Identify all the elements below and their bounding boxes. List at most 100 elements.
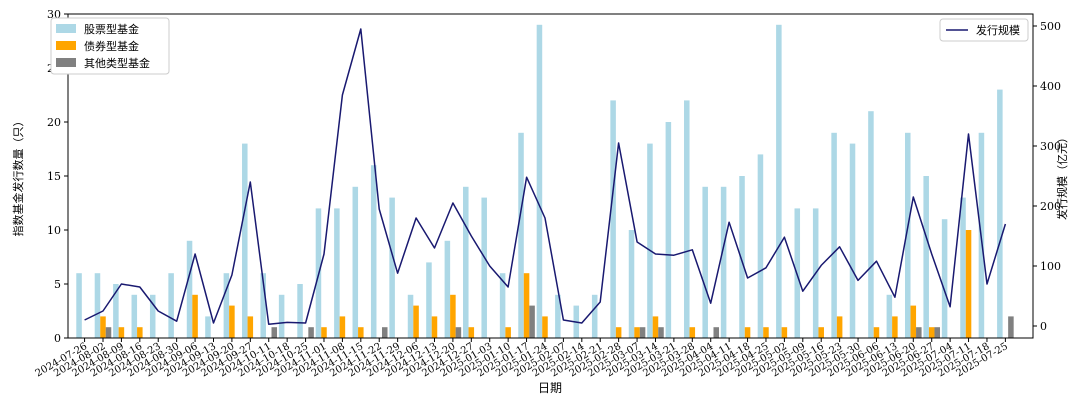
bar-bond-2025-03-07 <box>634 327 640 338</box>
legend-swatch-bond <box>56 41 76 50</box>
bar-other-2024-12-20 <box>455 327 462 338</box>
bar-other-2025-01-17 <box>529 305 535 338</box>
y-axis-label-right: 发行规模（亿元） <box>1055 132 1069 220</box>
bar-stock-2025-07-11 <box>960 197 966 338</box>
bar-stock-2025-03-07 <box>628 230 635 338</box>
bar-bond-2024-08-09 <box>118 327 125 338</box>
right-tick-label-100: 100 <box>1040 260 1061 273</box>
left-tick-label-0: 0 <box>54 332 61 345</box>
bar-stock-2025-02-07 <box>555 294 561 338</box>
bar-bond-2024-11-15 <box>358 327 364 338</box>
right-tick-label-500: 500 <box>1040 20 1061 33</box>
bar-stock-2024-09-13 <box>205 316 211 338</box>
bar-bond-2024-08-16 <box>137 327 143 338</box>
left-tick-label-5: 5 <box>54 278 61 291</box>
bar-stock-2024-07-26 <box>76 273 82 338</box>
line-scale <box>84 28 1007 325</box>
bar-bond-2024-09-20 <box>229 305 235 338</box>
bar-stock-2024-08-09 <box>113 284 119 338</box>
legend-left: 股票型基金 债券型基金 其他类型基金 <box>50 17 170 75</box>
bar-stock-2024-11-22 <box>370 165 377 338</box>
bar-bond-2025-04-18 <box>744 327 751 338</box>
right-axis: 0 100 200 300 400 500 <box>1033 20 1061 333</box>
bar-stock-2024-08-02 <box>94 273 101 338</box>
bar-stock-2024-12-27 <box>463 186 469 338</box>
bar-stock-2025-06-13 <box>886 294 893 338</box>
bar-bond-2025-01-24 <box>542 316 548 338</box>
bar-other-2025-04-04 <box>713 327 720 338</box>
bar-stock-2025-01-10 <box>499 273 506 338</box>
bar-other-2024-10-25 <box>308 327 314 338</box>
bar-bond-2025-01-10 <box>505 327 511 338</box>
x-axis: 2024-07-262024-08-022024-08-092024-08-16… <box>34 338 1010 379</box>
x-axis-label: 日期 <box>538 381 562 395</box>
bar-stock-2025-07-25 <box>997 89 1003 338</box>
left-tick-label-15: 15 <box>47 170 61 183</box>
bars-layer <box>76 24 1014 339</box>
bar-bond-2025-07-11 <box>965 230 972 338</box>
bar-bond-2025-03-14 <box>652 316 659 338</box>
bar-stock-2025-05-02 <box>776 24 782 339</box>
bar-other-2025-03-14 <box>658 327 664 338</box>
bar-bond-2025-06-20 <box>910 305 917 338</box>
bar-stock-2024-12-06 <box>407 294 414 338</box>
bar-stock-2025-03-28 <box>684 100 690 339</box>
bar-bond-2024-08-02 <box>100 316 106 338</box>
bar-stock-2024-10-25 <box>297 284 303 338</box>
bar-other-2024-08-02 <box>105 327 112 338</box>
bar-stock-2025-06-27 <box>923 176 929 338</box>
bar-bond-2025-06-13 <box>892 316 898 338</box>
bar-stock-2025-07-04 <box>941 219 948 338</box>
bar-stock-2025-06-06 <box>868 111 874 338</box>
bar-stock-2024-10-18 <box>278 294 285 338</box>
bar-stock-2024-12-13 <box>426 262 432 338</box>
bar-bond-2025-05-23 <box>836 316 843 338</box>
legend-swatch-other <box>56 58 76 67</box>
bar-bond-2025-06-06 <box>873 327 880 338</box>
bar-other-2024-10-11 <box>271 327 278 338</box>
right-tick-label-400: 400 <box>1040 80 1061 93</box>
bar-stock-2025-02-21 <box>591 294 598 338</box>
bar-bond-2024-12-27 <box>468 327 475 338</box>
plot-area-frame <box>67 13 1034 339</box>
bar-other-2025-06-20 <box>916 327 922 338</box>
bar-other-2024-11-22 <box>381 327 388 338</box>
bar-bond-2024-11-08 <box>339 316 346 338</box>
bar-stock-2025-04-04 <box>702 186 708 338</box>
right-tick-label-0: 0 <box>1040 320 1047 333</box>
bar-stock-2025-01-17 <box>518 132 524 338</box>
bar-stock-2025-04-11 <box>720 186 727 338</box>
bar-stock-2024-11-15 <box>352 186 359 338</box>
bar-stock-2025-04-25 <box>757 154 764 338</box>
bar-stock-2024-08-30 <box>168 273 174 338</box>
bar-stock-2025-03-21 <box>665 122 672 338</box>
bar-bond-2024-11-01 <box>321 327 327 338</box>
bar-stock-2024-08-23 <box>149 294 156 338</box>
legend-swatch-stock <box>56 24 76 33</box>
legend-label-other: 其他类型基金 <box>84 56 150 70</box>
right-tick-label-300: 300 <box>1040 140 1061 153</box>
bar-other-2025-06-27 <box>934 327 940 338</box>
bar-stock-2024-11-29 <box>389 197 395 338</box>
bar-bond-2024-12-06 <box>413 305 419 338</box>
bar-stock-2025-06-20 <box>905 132 911 338</box>
bar-bond-2025-01-17 <box>523 273 530 338</box>
legend-left-frame <box>50 17 170 75</box>
bar-stock-2024-12-20 <box>444 240 451 338</box>
line-layer <box>84 28 1007 325</box>
bar-stock-2024-09-20 <box>223 273 230 338</box>
bar-bond-2024-09-27 <box>247 316 254 338</box>
left-tick-label-10: 10 <box>47 224 61 237</box>
bar-stock-2024-10-11 <box>260 273 266 338</box>
bar-bond-2024-09-06 <box>192 294 198 338</box>
legend-label-stock: 股票型基金 <box>84 22 139 36</box>
bar-bond-2025-05-02 <box>781 327 788 338</box>
bar-bond-2025-03-28 <box>689 327 696 338</box>
bar-stock-2025-01-03 <box>481 197 487 338</box>
bar-stock-2024-11-08 <box>334 208 340 338</box>
legend-right: 发行规模 <box>939 18 1029 42</box>
legend-label-bond: 债券型基金 <box>84 39 139 53</box>
bar-bond-2025-05-16 <box>818 327 824 338</box>
